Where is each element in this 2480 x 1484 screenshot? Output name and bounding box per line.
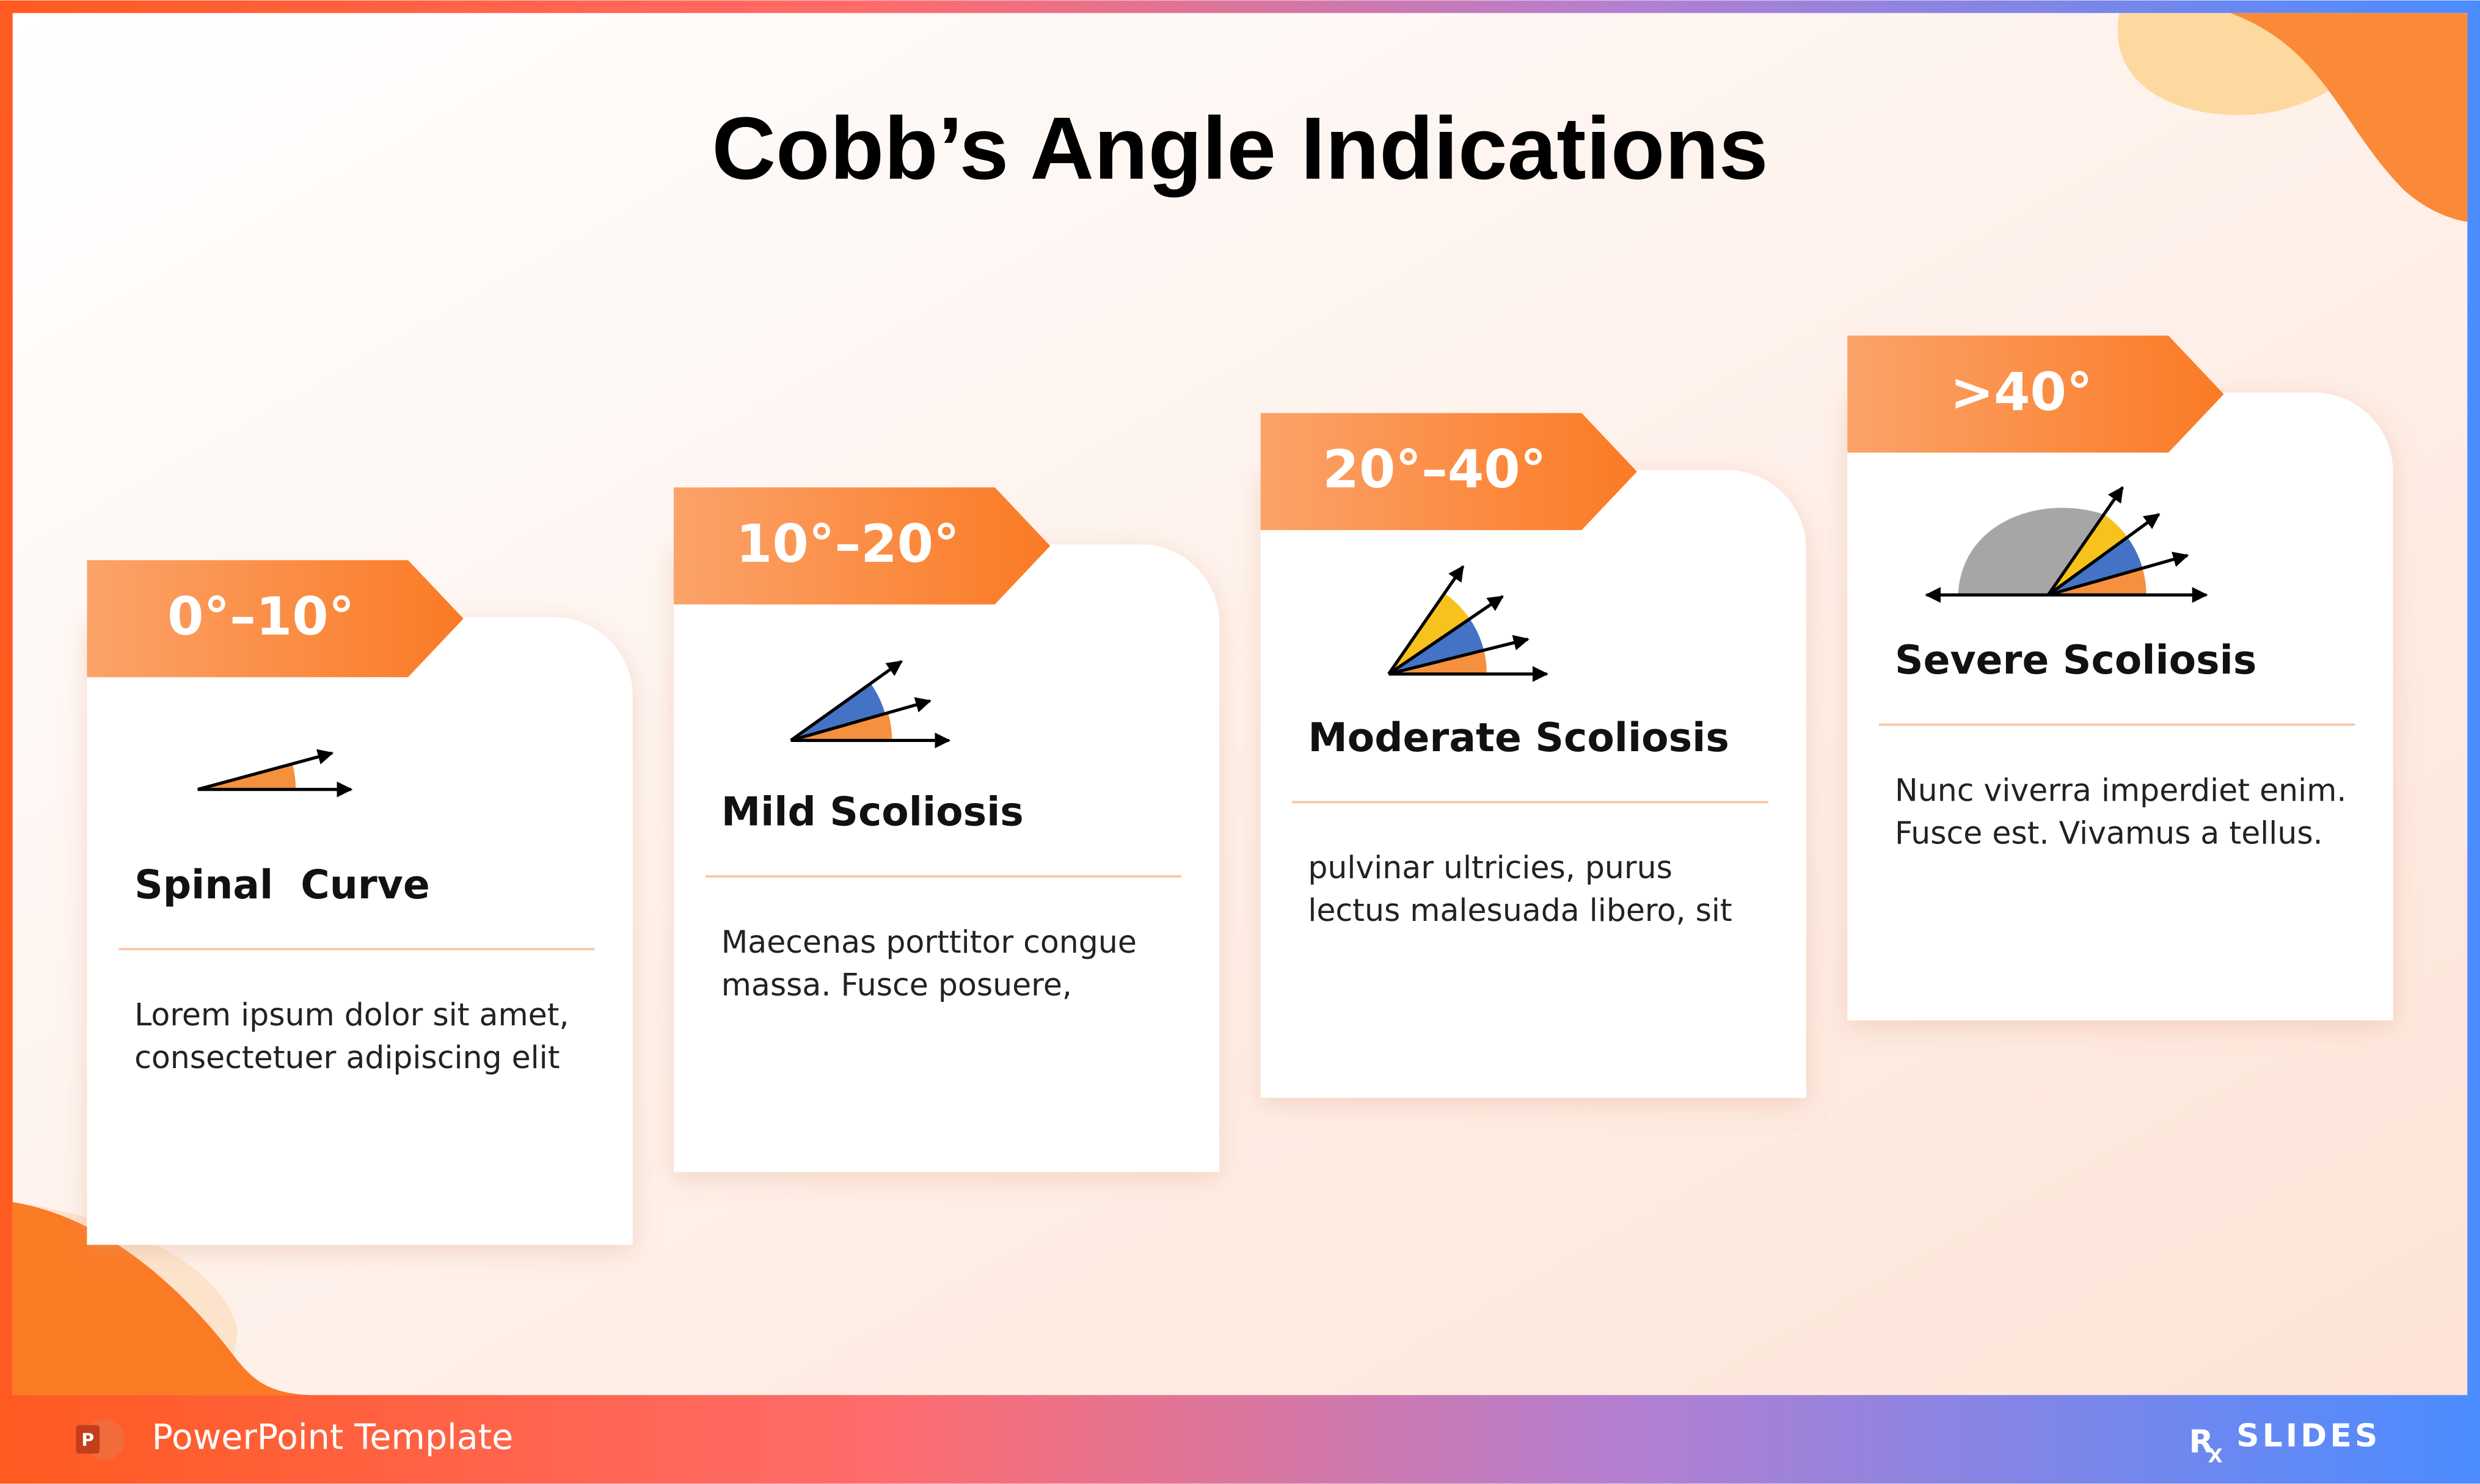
card-body: Fusce est. Vivamus a tellus.: [1895, 815, 2323, 851]
card-body: consectetuer adipiscing elit: [134, 1039, 560, 1075]
card-heading: Mild Scoliosis: [721, 790, 1024, 835]
card: 10°–20° Mild Scoliosis Maecenas porttitor …: [674, 487, 1219, 1172]
badge-label: >40°: [1950, 362, 2093, 423]
title: Cobb’s Angle Indications: [712, 99, 1768, 198]
card: 0°–10° Spinal Curve Lorem ipsum dolor sit …: [87, 560, 632, 1245]
angle-icons: [197, 486, 2208, 798]
brand: SLIDES: [2236, 1417, 2380, 1454]
card-body: massa. Fusce posuere,: [721, 967, 1072, 1003]
card-body: lectus malesuada libero, sit: [1308, 892, 1732, 928]
footer: P PowerPoint Template R X SLIDES: [76, 1417, 2380, 1467]
brand-prefix: R: [2189, 1424, 2214, 1461]
card-body: Maecenas porttitor congue: [721, 924, 1137, 960]
blob: [12, 1202, 316, 1395]
blob: [2230, 13, 2468, 222]
cards: 0°–10° Spinal Curve Lorem ipsum dolor sit …: [87, 336, 2393, 1245]
card-body: pulvinar ultricies, purus: [1308, 849, 1672, 886]
badge-label: 0°–10°: [167, 587, 355, 647]
card: >40° Severe Scoliosis Nunc viverra imperdi…: [1847, 336, 2393, 1020]
app-icon: P: [81, 1430, 94, 1450]
brand-sub: X: [2208, 1445, 2223, 1467]
card-heading: Severe Scoliosis: [1895, 638, 2256, 683]
card-heading: Moderate Scoliosis: [1308, 715, 1729, 761]
badge-label: 20°–40°: [1323, 440, 1547, 500]
footer-label: PowerPoint Template: [152, 1417, 514, 1458]
card: 20°–40° Moderate Scoliosis pulvinar ultric…: [1261, 413, 1806, 1097]
badge-label: 10°–20°: [736, 514, 960, 575]
card-body: Nunc viverra imperdiet enim.: [1895, 772, 2346, 808]
card-body: Lorem ipsum dolor sit amet,: [134, 997, 569, 1033]
card-heading: Spinal Curve: [134, 862, 430, 908]
